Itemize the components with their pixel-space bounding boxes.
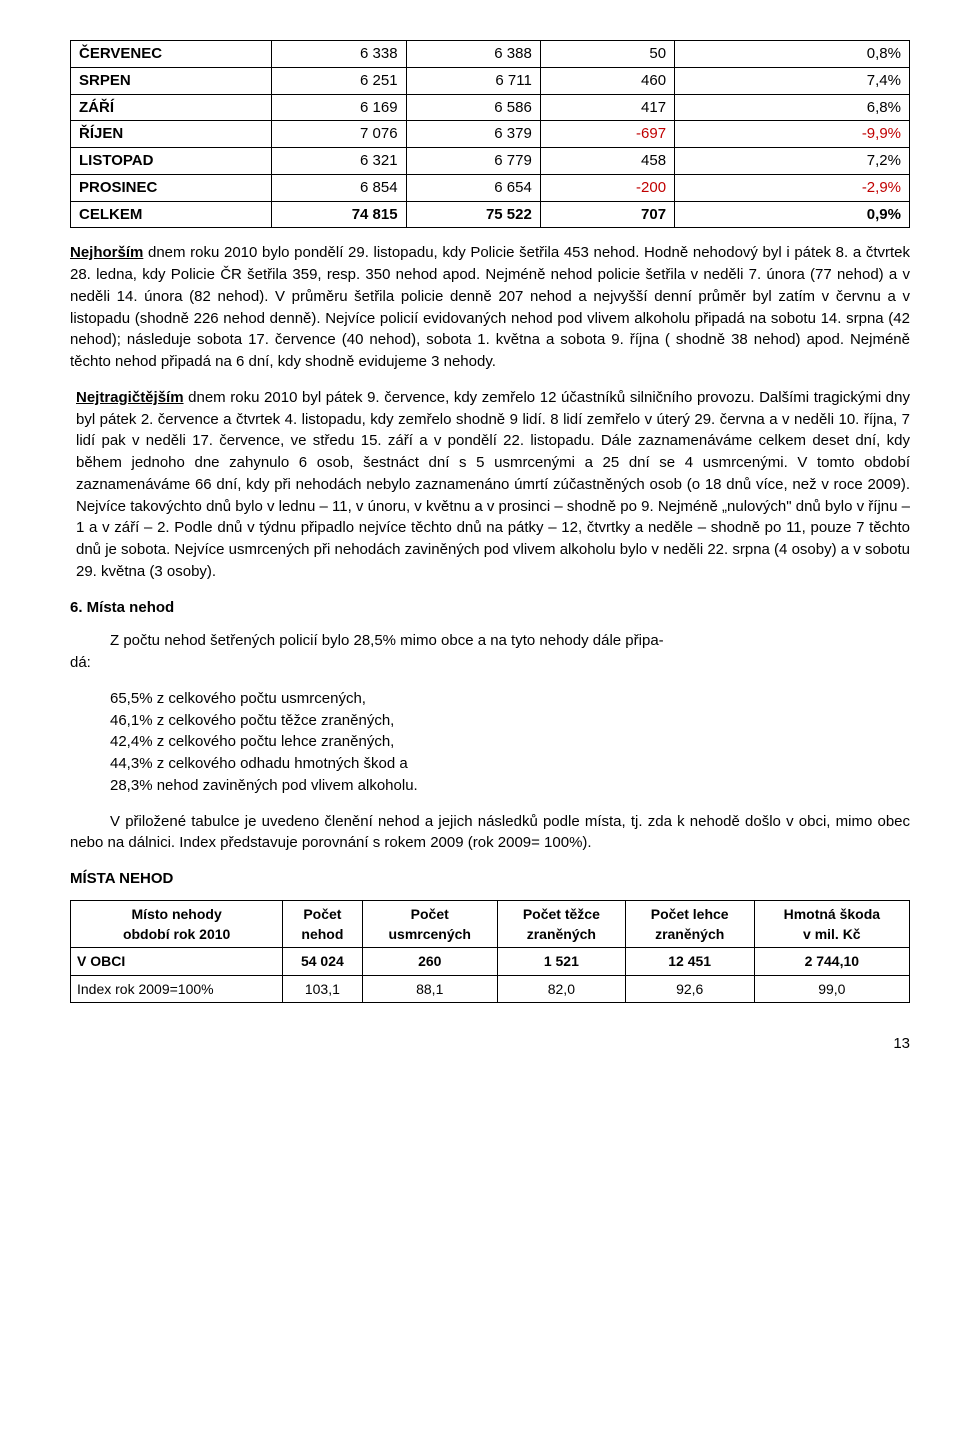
list-item: 44,3% z celkového odhadu hmotných škod a — [110, 753, 910, 775]
list-item: 42,4% z celkového počtu lehce zraněných, — [110, 731, 910, 753]
paragraph-table-intro: V přiložené tabulce je uvedeno členění n… — [70, 811, 910, 855]
table-row-totals: CELKEM74 81575 5227070,9% — [71, 201, 910, 228]
table-row: V OBCI54 0242601 52112 4512 744,10 — [71, 948, 910, 975]
paragraph-tragic-day: Nejtragičtějším dnem roku 2010 byl pátek… — [76, 387, 910, 583]
lead-nejtragictejsim: Nejtragičtějším — [76, 389, 184, 406]
list-item: 28,3% nehod zaviněných pod vlivem alkoho… — [110, 775, 910, 797]
mista-nehod-table: Místo nehodyobdobí rok 2010PočetnehodPoč… — [70, 900, 910, 1003]
table-header: Počet těžcezraněných — [497, 900, 625, 948]
percent-list: 65,5% z celkového počtu usmrcených,46,1%… — [110, 688, 910, 797]
da-label: dá: — [70, 652, 910, 674]
table-header: Početusmrcených — [362, 900, 497, 948]
table-header: Početnehod — [283, 900, 362, 948]
paragraph-worst-day: Nejhorším dnem roku 2010 bylo pondělí 29… — [70, 242, 910, 373]
list-item: 65,5% z celkového počtu usmrcených, — [110, 688, 910, 710]
mista-nehod-title: MÍSTA NEHOD — [70, 868, 910, 890]
lead-nejhorsim: Nejhorším — [70, 244, 143, 261]
intro-block: Z počtu nehod šetřených policií bylo 28,… — [70, 630, 910, 674]
intro-line: Z počtu nehod šetřených policií bylo 28,… — [110, 630, 910, 652]
monthly-table: ČERVENEC6 3386 388500,8%SRPEN6 2516 7114… — [70, 40, 910, 228]
table-row: ČERVENEC6 3386 388500,8% — [71, 41, 910, 68]
table-header: Hmotná škodav mil. Kč — [754, 900, 909, 948]
table-header: Počet lehcezraněných — [625, 900, 754, 948]
table-row: PROSINEC6 8546 654-200-2,9% — [71, 174, 910, 201]
table-row: Index rok 2009=100%103,188,182,092,699,0 — [71, 975, 910, 1002]
table-row: SRPEN6 2516 7114607,4% — [71, 67, 910, 94]
section-heading-mista-nehod: 6. Místa nehod — [70, 597, 910, 619]
table-row: LISTOPAD6 3216 7794587,2% — [71, 148, 910, 175]
list-item: 46,1% z celkového počtu těžce zraněných, — [110, 710, 910, 732]
table-header: Místo nehodyobdobí rok 2010 — [71, 900, 283, 948]
page-number: 13 — [70, 1033, 910, 1055]
table-row: ZÁŘÍ6 1696 5864176,8% — [71, 94, 910, 121]
table-row: ŘÍJEN7 0766 379-697-9,9% — [71, 121, 910, 148]
